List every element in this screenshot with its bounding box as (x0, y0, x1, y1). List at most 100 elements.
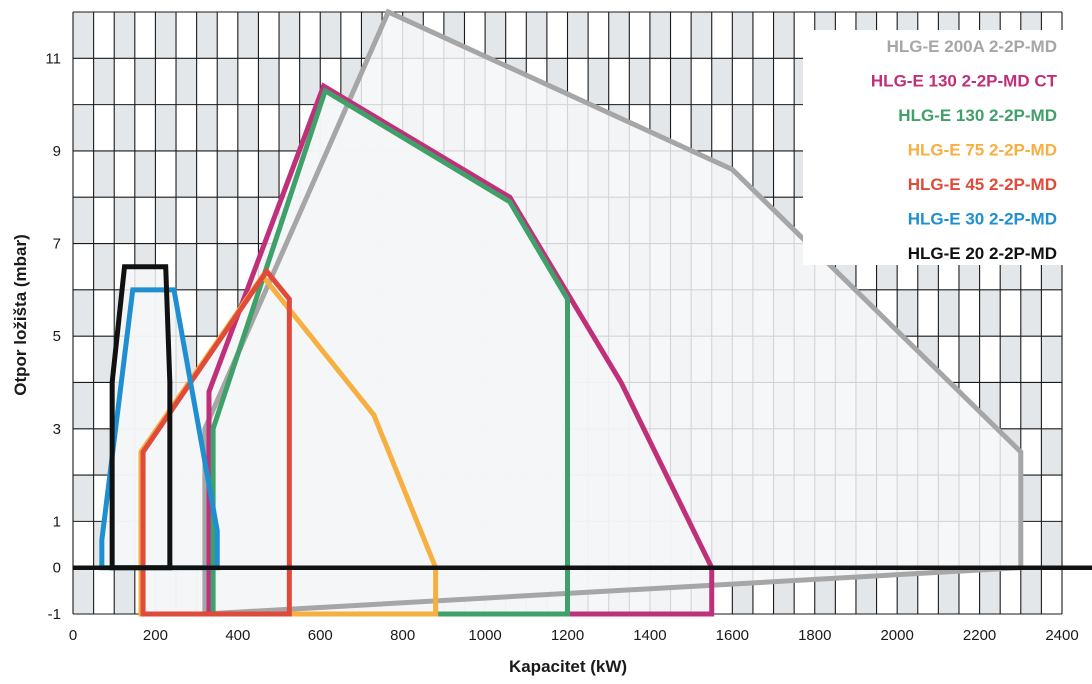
grid-cell (1041, 382, 1062, 429)
x-tick-label: 1800 (798, 627, 831, 644)
x-tick-label: 800 (390, 627, 415, 644)
grid-cell (855, 567, 877, 614)
grid-cell (485, 12, 506, 59)
series-line (206, 82, 715, 617)
y-tick-label: 3 (53, 421, 61, 438)
x-tick-label: 2200 (963, 627, 996, 644)
legend-entry: HLG-E 130 2-2P-MD (898, 106, 1057, 125)
series-line (210, 86, 570, 617)
grid-cell (217, 150, 238, 198)
y-tick-label: 0 (53, 560, 61, 577)
grid-cell (134, 104, 156, 151)
y-tick-label: 11 (45, 50, 61, 67)
legend-entry: HLG-E 45 2-2P-MD (908, 175, 1057, 194)
grid-cell (237, 197, 259, 244)
legend-entry: HLG-E 75 2-2P-MD (908, 141, 1057, 160)
grid-cell (773, 12, 795, 59)
grid-cell (958, 567, 980, 614)
grid-cell (93, 58, 115, 105)
grid-cell (711, 104, 733, 151)
grid-cell (93, 336, 115, 383)
grid-cell (546, 12, 568, 59)
grid-cell (752, 58, 774, 105)
grid-cell (196, 104, 218, 151)
grid-cell (114, 197, 135, 244)
grid-cell (691, 12, 712, 59)
grid-cell (1020, 336, 1042, 383)
x-tick-label: 1400 (633, 627, 666, 644)
grid-cell (73, 428, 94, 476)
grid-cell (917, 289, 939, 337)
grid-cell (134, 197, 156, 244)
grid-cell (155, 58, 177, 105)
grid-cell (958, 336, 980, 383)
grid-cell (1000, 567, 1021, 614)
grid-cell (1020, 289, 1042, 337)
grid-cell (608, 12, 630, 59)
grid-cell (196, 243, 218, 290)
grid-cell (958, 289, 980, 337)
x-tick-label: 400 (225, 627, 250, 644)
grid-cell (176, 150, 197, 198)
grid-cell (73, 382, 94, 429)
grid-cell (73, 243, 94, 290)
grid-cell (93, 243, 115, 290)
legend: HLG-E 200A 2-2P-MD HLG-E 130 2-2P-MD CT HL… (803, 30, 1072, 265)
grid-cell (1020, 521, 1042, 568)
x-tick-label: 0 (69, 627, 77, 644)
grid-cell (73, 475, 94, 522)
grid-cell (73, 150, 94, 198)
grid-cell (258, 150, 280, 198)
grid-cell (73, 104, 94, 151)
grid-cell (134, 12, 156, 59)
grid-cell (93, 382, 115, 429)
grid-cell (917, 567, 939, 614)
x-axis-title: Kapacitet (kW) (509, 657, 627, 676)
grid-cell (320, 12, 341, 59)
x-tick-label: 1600 (716, 627, 749, 644)
grid-cell (114, 104, 135, 151)
grid-cell (73, 289, 94, 337)
grid-cell (567, 12, 589, 59)
legend-entry: HLG-E 20 2-2P-MD (908, 244, 1057, 263)
grid-cell (155, 150, 177, 198)
grid-cell (299, 12, 321, 59)
grid-cell (196, 197, 218, 244)
grid-cell (237, 58, 259, 105)
legend-entry: HLG-E 30 2-2P-MD (908, 210, 1057, 229)
grid-cell (979, 336, 1001, 383)
grid-cell (155, 12, 177, 59)
grid-cell (176, 104, 197, 151)
grid-cell (773, 58, 795, 105)
grid-cell (237, 12, 259, 59)
grid-cell (752, 12, 774, 59)
grid-cell (897, 289, 918, 337)
legend-entry: HLG-E 200A 2-2P-MD (887, 37, 1057, 56)
grid-cell (217, 243, 238, 290)
grid-cell (670, 58, 692, 105)
grid-cell (279, 104, 300, 151)
grid-cell (114, 567, 135, 614)
y-axis-title: Otpor ložišta (mbar) (11, 234, 30, 396)
grid-cell (176, 12, 197, 59)
series-layer (99, 8, 1024, 617)
grid-cell (691, 104, 712, 151)
grid-cell (773, 150, 795, 198)
x-tick-label: 2000 (880, 627, 913, 644)
grid-cell (196, 289, 218, 337)
grid-cell (1041, 428, 1062, 476)
grid-cell (979, 289, 1001, 337)
grid-cell (897, 567, 918, 614)
grid-cell (1020, 567, 1042, 614)
grid-cell (1020, 475, 1042, 522)
grid-cell (73, 336, 94, 383)
axes: 0 200 400 600 800 1000 1200 1400 1600 1800 2000 220… (45, 50, 1092, 644)
grid-cell (114, 12, 135, 59)
grid-cell (938, 289, 959, 337)
grid-cell (93, 12, 115, 59)
grid-cell (114, 58, 135, 105)
grid-cell (691, 58, 712, 105)
x-tick-label: 200 (143, 627, 168, 644)
grid-cell (670, 104, 692, 151)
